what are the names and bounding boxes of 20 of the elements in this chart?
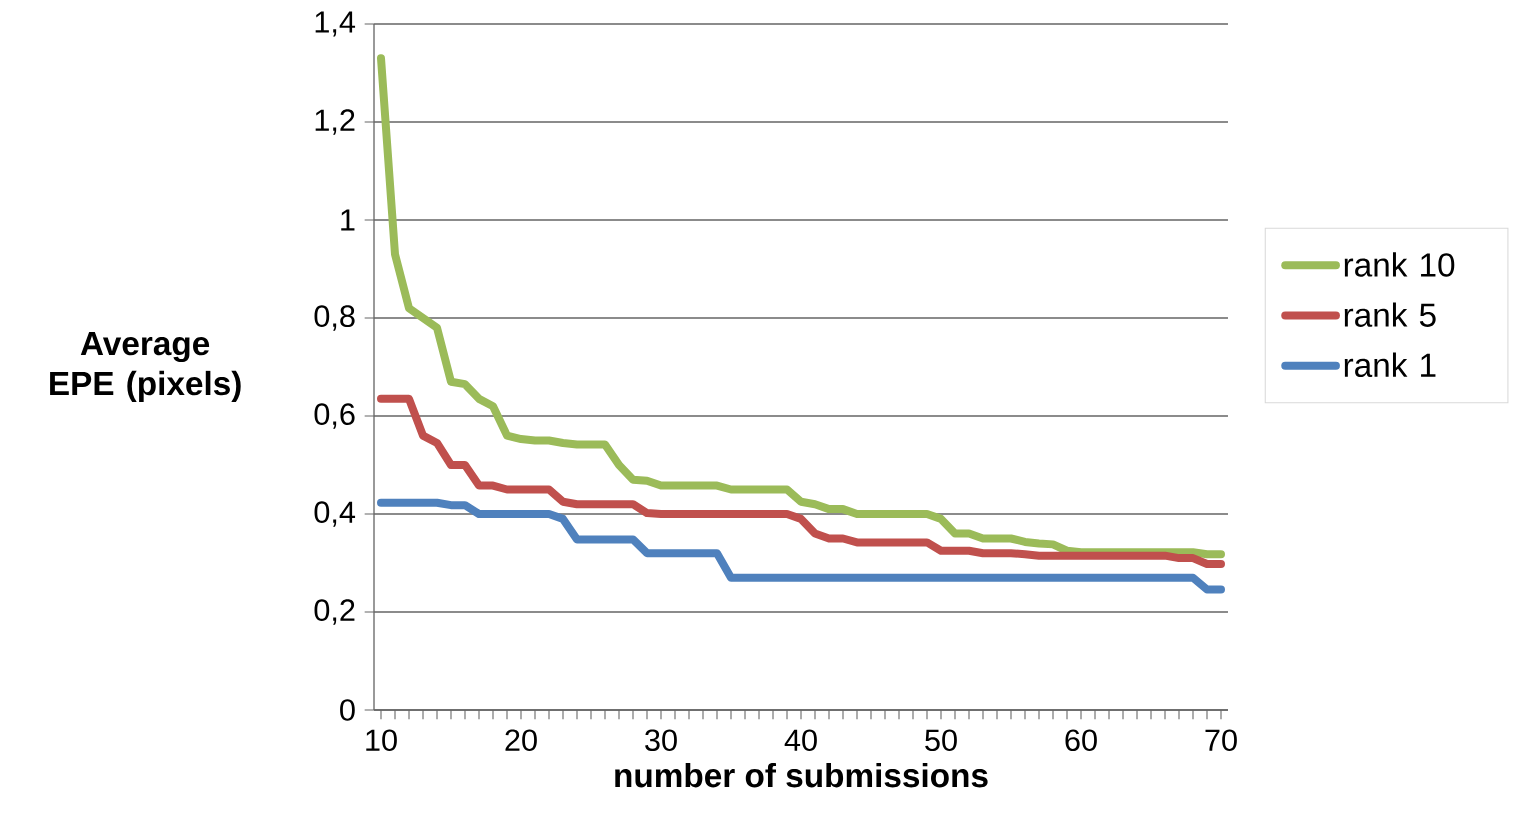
y-tick-label: 0,8 — [314, 305, 355, 331]
y-tick-label: 0 — [340, 699, 355, 721]
y-tick-label: 0,6 — [314, 403, 355, 429]
y-axis-title: Average EPE (pixels) — [50, 332, 241, 402]
x-tick-label: 30 — [645, 729, 677, 752]
x-axis-title: number of submissions — [615, 762, 988, 788]
x-tick-label: 10 — [366, 729, 397, 752]
y-tick-label: 1 — [341, 209, 355, 231]
legend-label: rank 5 — [1344, 302, 1436, 327]
x-tick-label: 40 — [784, 729, 817, 752]
y-tick-label: 0,2 — [314, 599, 355, 625]
y-tick-label: 1,4 — [315, 11, 356, 37]
x-tick-label: 50 — [925, 729, 957, 752]
x-tick-label: 60 — [1065, 729, 1097, 752]
y-tick-label: 0,4 — [314, 501, 356, 527]
x-tick-label: 70 — [1205, 729, 1237, 752]
legend-label: rank 1 — [1344, 352, 1436, 378]
y-tick-label: 1,2 — [315, 109, 355, 135]
legend-label: rank 10 — [1344, 252, 1455, 277]
x-tick-label: 20 — [505, 729, 537, 752]
